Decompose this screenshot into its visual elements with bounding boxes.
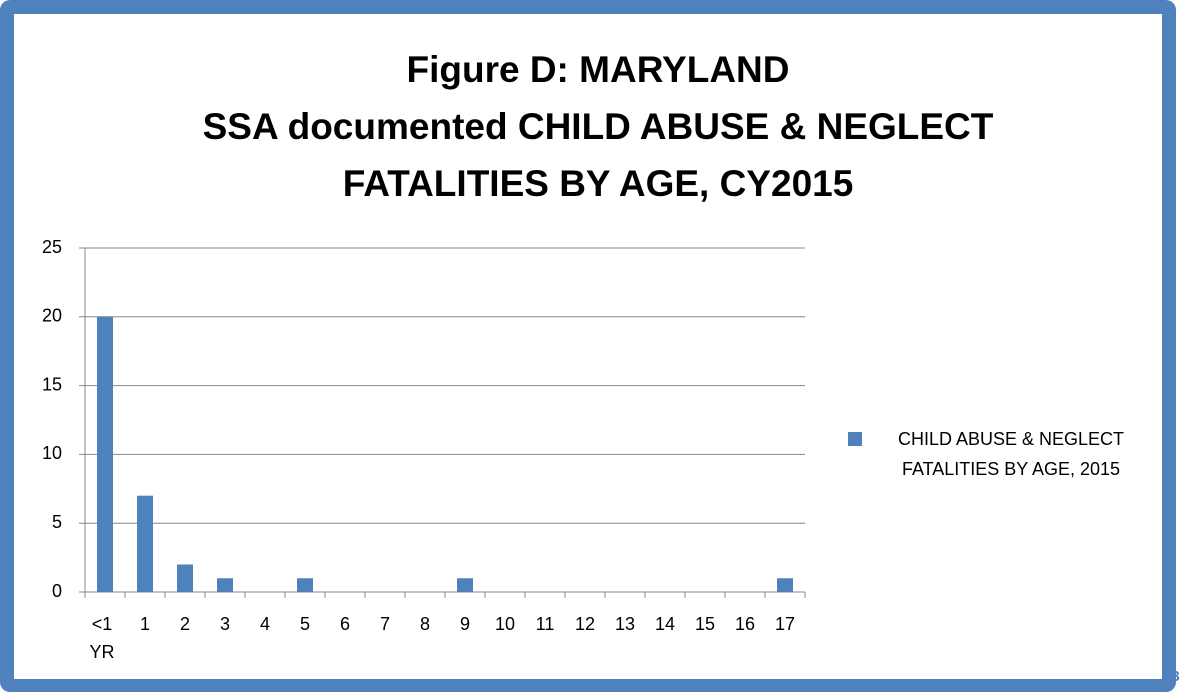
x-tick-label: 5 (299, 614, 310, 634)
x-tick-label: 3 (219, 614, 230, 634)
x-tick-label: 10 (494, 614, 516, 634)
bar (297, 578, 313, 592)
y-tick-label: 10 (42, 443, 62, 463)
x-tick-label: 12 (574, 614, 596, 634)
bar (177, 564, 193, 592)
bar (777, 578, 793, 592)
legend-swatch (848, 432, 862, 446)
page-number: 13 (1163, 668, 1180, 685)
x-tick-label: 2 (179, 614, 190, 634)
y-tick-label: 25 (42, 237, 62, 257)
x-tick-label: 9 (459, 614, 470, 634)
y-tick-label: 0 (52, 581, 62, 601)
x-tick-label: 6 (339, 614, 350, 634)
x-tick-label: <1 YR (89, 614, 115, 662)
bar (217, 578, 233, 592)
x-tick-label: 11 (535, 614, 555, 634)
chart-title: FATALITIES BY AGE, CY2015 (343, 163, 854, 204)
x-tick-label: 7 (379, 614, 390, 634)
x-tick-label: 16 (734, 614, 756, 634)
x-tick-label: 15 (694, 614, 716, 634)
x-tick-label: 8 (419, 614, 430, 634)
x-tick-label: 17 (774, 614, 796, 634)
y-tick-label: 15 (42, 374, 62, 394)
x-tick-label: 13 (614, 614, 636, 634)
x-tick-label: 4 (259, 614, 270, 634)
y-tick-label: 5 (52, 512, 62, 532)
chart-title: SSA documented CHILD ABUSE & NEGLECT (203, 106, 994, 147)
chart-title: Figure D: MARYLAND (407, 49, 790, 90)
legend-label: CHILD ABUSE & NEGLECT FATALITIES BY AGE,… (897, 429, 1125, 479)
chart-area (14, 14, 1162, 679)
bar (457, 578, 473, 592)
bar (97, 316, 113, 592)
x-tick-label: 14 (654, 614, 676, 634)
bar (137, 495, 153, 592)
x-tick-label: 1 (139, 614, 150, 634)
y-tick-label: 20 (42, 306, 62, 326)
